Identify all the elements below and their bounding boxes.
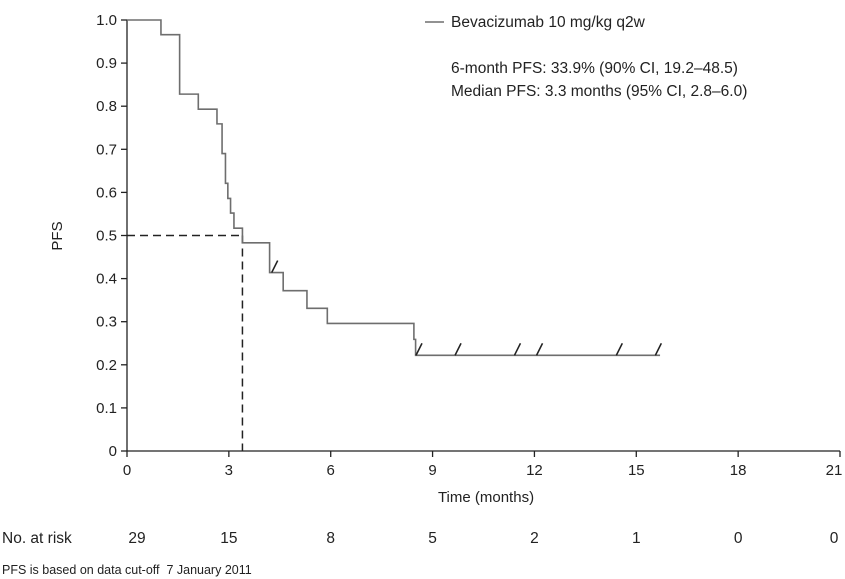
x-tick-label: 6	[327, 462, 335, 479]
censor-marks	[270, 260, 663, 356]
risk-table-value: 2	[530, 530, 539, 547]
x-tick-label: 12	[526, 462, 543, 479]
footnote: PFS is based on data cut-off 7 January 2…	[2, 563, 252, 577]
risk-table-value: 5	[428, 530, 437, 547]
series-line-bevacizumab	[127, 19, 661, 357]
x-ticks: 0 3 6 9 12 15 18 21	[123, 451, 843, 479]
y-tick-label: 0.1	[96, 400, 117, 417]
y-tick-label: 0	[109, 443, 117, 460]
y-tick-label: 0.7	[96, 141, 117, 158]
legend: Bevacizumab 10 mg/kg q2w 6-month PFS: 33…	[425, 14, 747, 100]
median-marker	[127, 234, 244, 451]
y-axis-title: PFS	[49, 221, 66, 250]
y-tick-label: 1.0	[96, 12, 117, 29]
censor-mark	[270, 260, 279, 273]
y-tick-label: 0.6	[96, 184, 117, 201]
risk-table-value: 1	[632, 530, 641, 547]
x-tick-label: 3	[225, 462, 233, 479]
x-tick-label: 15	[628, 462, 645, 479]
y-tick-label: 0.2	[96, 357, 117, 374]
y-ticks: 0 0.1 0.2 0.3 0.4 0.5 0.6 0.7 0.8 0.9 1.0	[96, 12, 127, 460]
risk-table-value: 8	[326, 530, 335, 547]
risk-table-values: 29 15 8 5 2 1 0 0	[128, 530, 838, 547]
y-tick-label: 0.4	[96, 271, 117, 288]
legend-entry-label: Bevacizumab 10 mg/kg q2w	[451, 14, 646, 31]
y-tick-label: 0.9	[96, 55, 117, 72]
risk-table-value: 0	[734, 530, 743, 547]
risk-table-value: 29	[128, 530, 145, 547]
x-tick-label: 18	[730, 462, 747, 479]
x-axis-title: Time (months)	[438, 489, 534, 506]
risk-table-value: 0	[830, 530, 839, 547]
censor-mark	[654, 342, 663, 356]
legend-line-median-pfs: Median PFS: 3.3 months (95% CI, 2.8–6.0)	[451, 83, 747, 100]
x-tick-label: 0	[123, 462, 131, 479]
x-tick-label: 9	[428, 462, 436, 479]
risk-table-value: 15	[220, 530, 237, 547]
y-tick-label: 0.3	[96, 314, 117, 331]
legend-line-6month-pfs: 6-month PFS: 33.9% (90% CI, 19.2–48.5)	[451, 60, 738, 77]
censor-mark	[615, 342, 624, 356]
censor-mark	[513, 342, 522, 356]
y-tick-label: 0.8	[96, 98, 117, 115]
censor-mark	[415, 342, 423, 356]
y-tick-label: 0.5	[96, 228, 117, 245]
censor-mark	[535, 342, 544, 356]
censor-mark	[454, 342, 462, 356]
risk-table-label: No. at risk	[2, 530, 72, 547]
x-tick-label: 21	[826, 462, 843, 479]
